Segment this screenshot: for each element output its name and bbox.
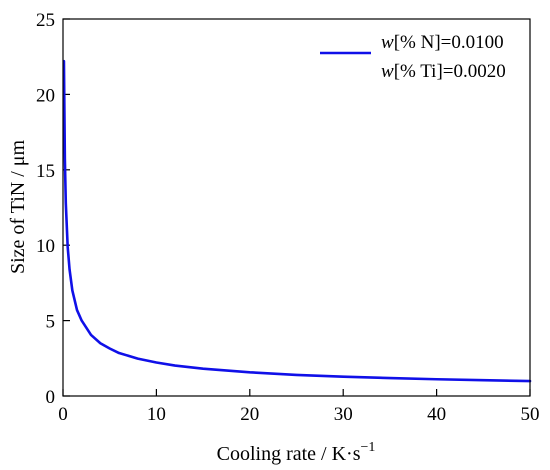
data-point — [435, 378, 438, 381]
x-tick-label: 20 — [240, 404, 259, 425]
data-point — [136, 357, 139, 360]
series-line — [62, 59, 532, 383]
legend-entry-line1: w[% N]=0.0100 — [381, 32, 504, 53]
data-point — [64, 158, 67, 161]
data-point — [108, 347, 111, 350]
y-tick-label: 20 — [36, 85, 55, 106]
data-point — [80, 319, 83, 322]
x-axis-title-superscript: −1 — [360, 440, 375, 455]
x-tick-label: 0 — [58, 404, 68, 425]
x-axis-title: Cooling rate / K·s−1 — [217, 440, 376, 465]
x-tick-label: 50 — [521, 404, 540, 425]
y-ticks: 0 5 10 15 20 25 — [36, 10, 70, 408]
y-tick-label: 5 — [46, 312, 56, 333]
series-layer — [62, 59, 532, 383]
data-point — [155, 361, 158, 364]
data-point — [66, 245, 69, 248]
data-point — [202, 367, 205, 370]
data-point — [118, 352, 121, 355]
legend: w[% N]=0.0100 w[% Ti]=0.0020 — [320, 32, 506, 82]
x-ticks: 0 10 20 30 40 50 — [58, 389, 540, 425]
y-tick-label: 0 — [46, 387, 56, 408]
x-tick-label: 30 — [334, 404, 353, 425]
data-point — [68, 268, 71, 271]
plot-frame — [62, 18, 531, 397]
data-point — [342, 375, 345, 378]
legend-entry-line2: w[% Ti]=0.0020 — [381, 61, 506, 82]
x-tick-label: 10 — [147, 404, 166, 425]
legend-line1-rest: [% N]=0.0100 — [394, 32, 504, 53]
legend-line2-italic: w — [381, 61, 394, 82]
legend-line2-rest: [% Ti]=0.0020 — [394, 61, 506, 82]
y-tick-label: 25 — [36, 10, 55, 31]
legend-line1-italic: w — [381, 32, 394, 53]
data-point — [99, 342, 102, 345]
x-tick-label: 40 — [427, 404, 446, 425]
data-point — [249, 371, 252, 374]
data-point — [174, 364, 177, 367]
data-point — [76, 309, 79, 312]
x-axis-title-main: Cooling rate / K·s — [217, 443, 361, 465]
data-point — [482, 379, 485, 382]
y-tick-label: 15 — [36, 161, 55, 182]
data-point — [71, 289, 74, 292]
data-point — [65, 202, 68, 205]
y-tick-label: 10 — [36, 236, 55, 257]
data-point — [389, 377, 392, 380]
data-point — [295, 374, 298, 377]
data-point — [90, 334, 93, 337]
y-axis-title: Size of TiN / μm — [7, 140, 29, 275]
